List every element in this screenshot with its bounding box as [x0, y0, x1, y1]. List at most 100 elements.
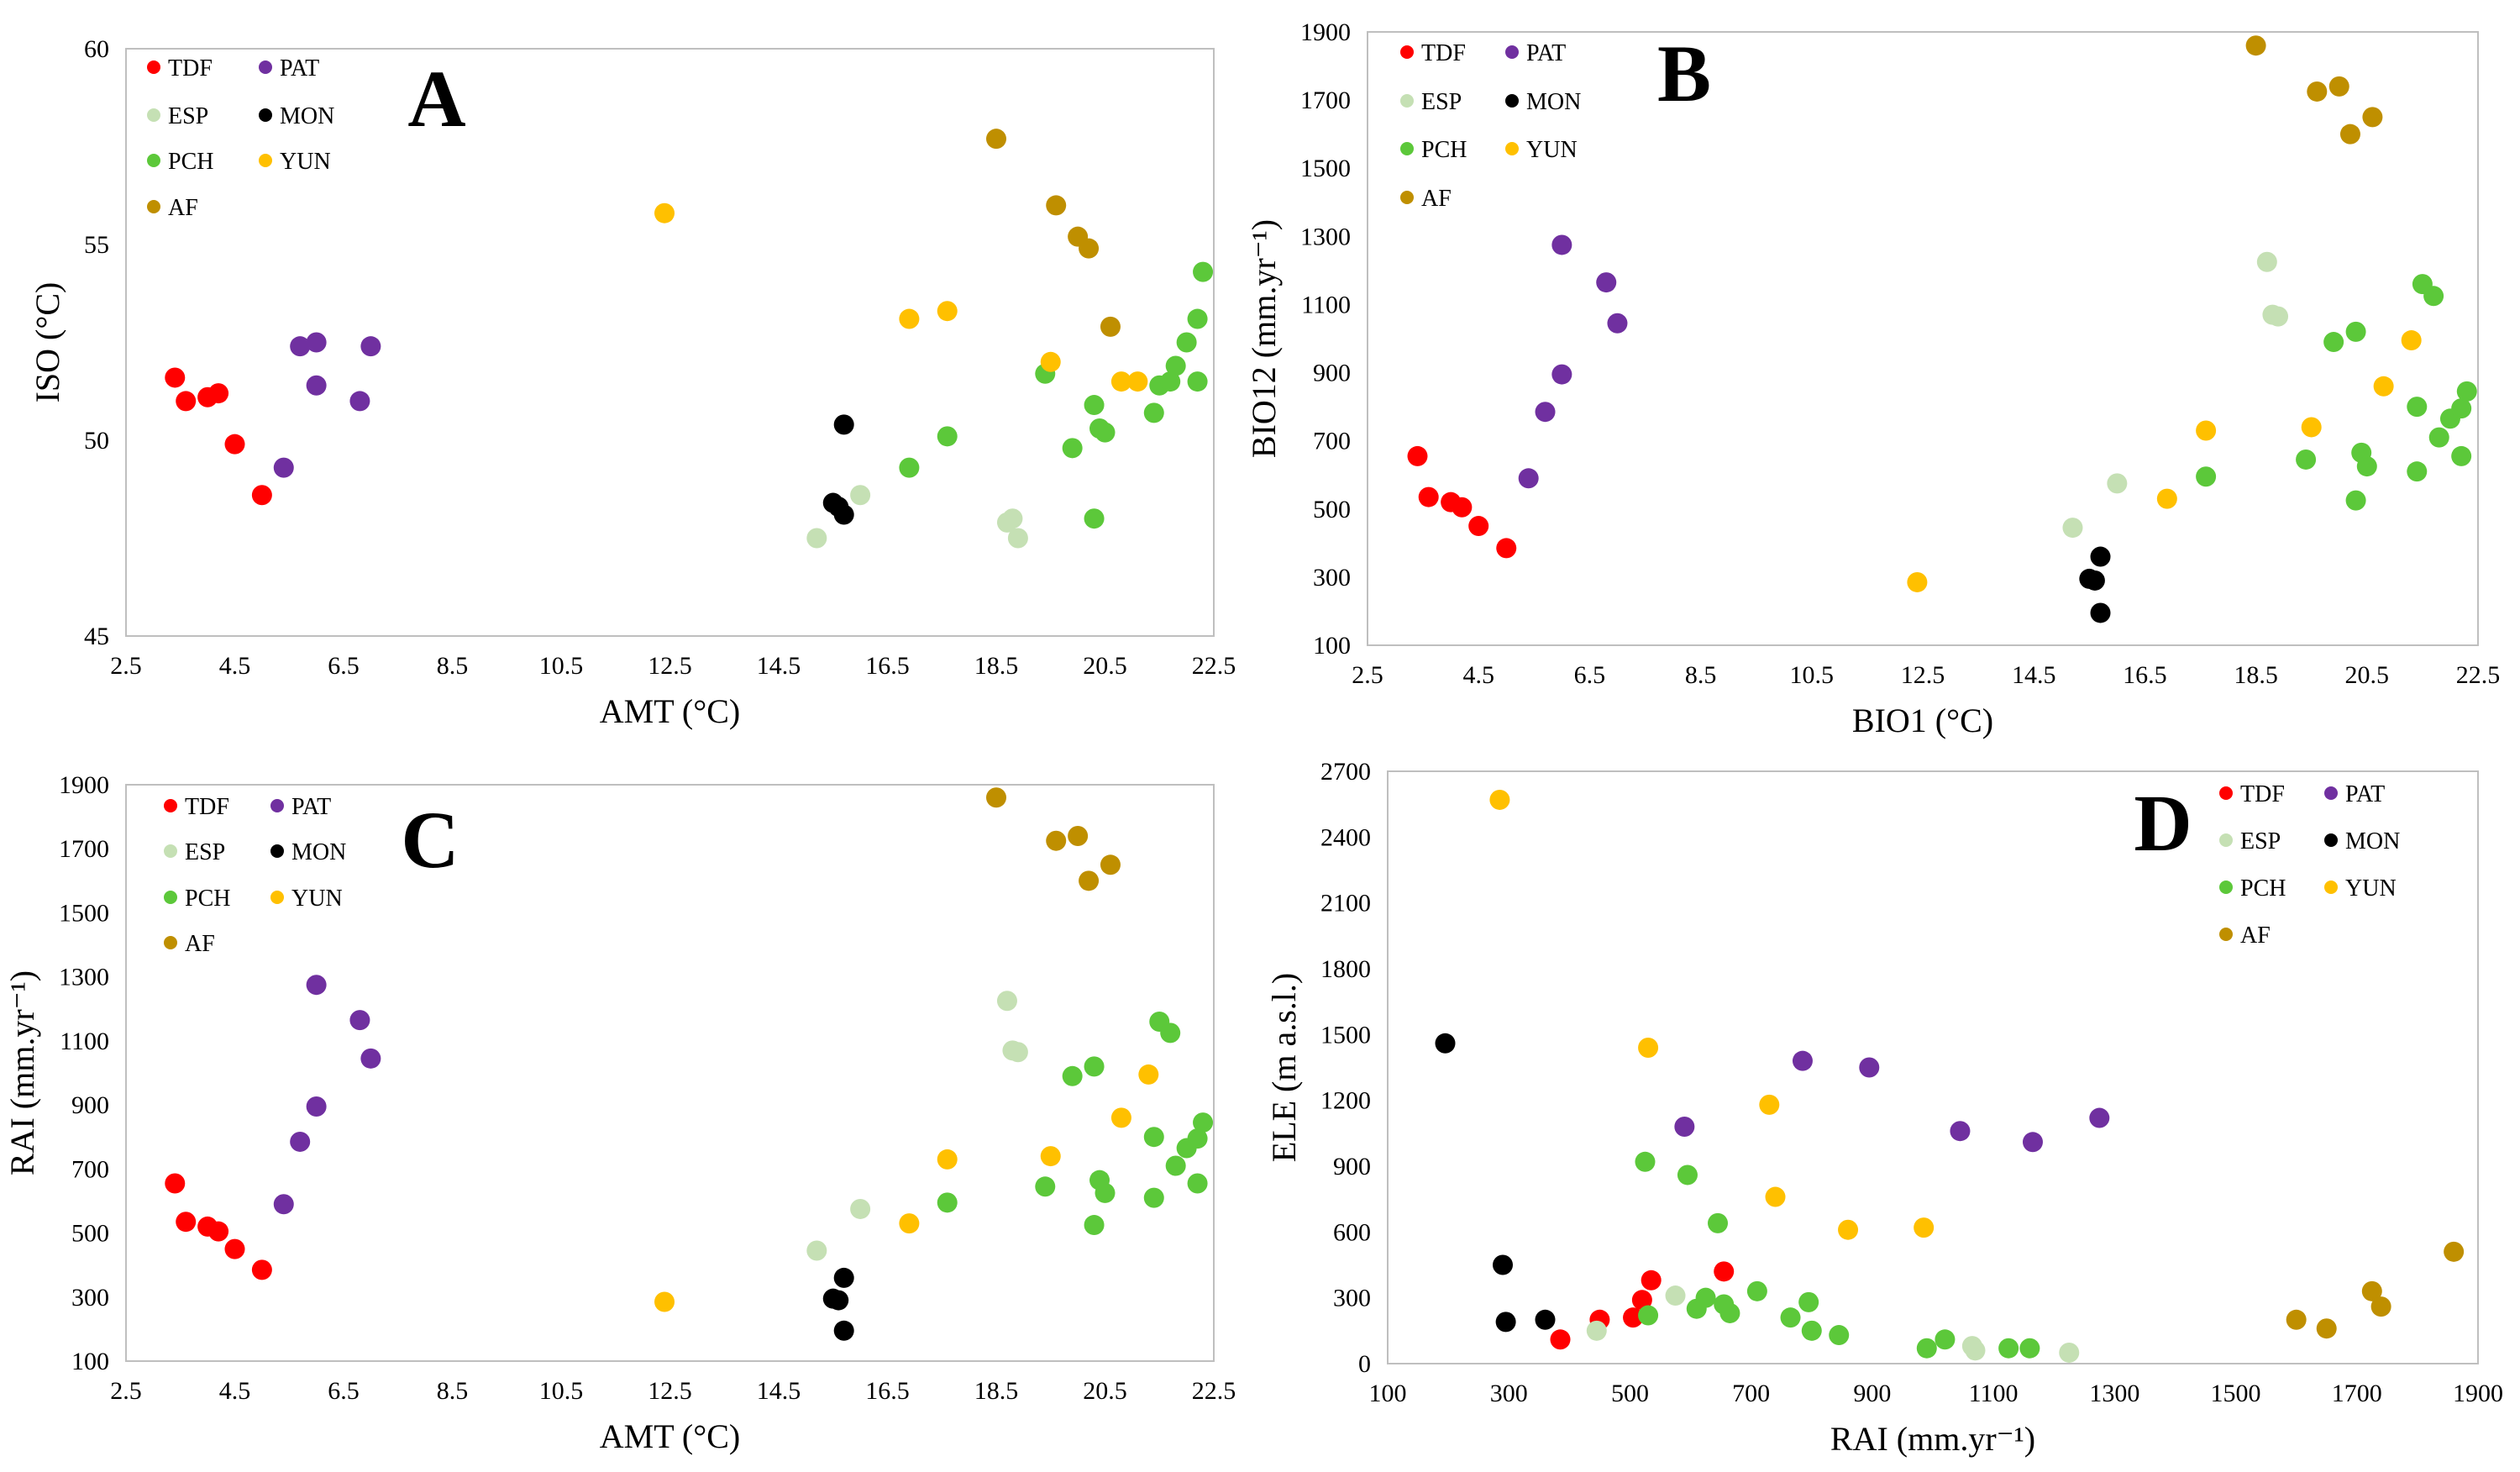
data-point-yun	[654, 202, 675, 223]
legend-label-pat: PAT	[2345, 781, 2385, 807]
data-point-pch	[1998, 1338, 2019, 1359]
data-point-pch	[1708, 1212, 1729, 1233]
data-point-tdf	[1496, 538, 1517, 559]
data-point-pch	[1084, 1215, 1105, 1236]
data-point-pat	[306, 375, 327, 396]
data-point-pat	[306, 332, 327, 353]
data-point-af	[1046, 195, 1067, 216]
y-tick-label: 900	[1333, 1153, 1371, 1180]
x-tick-label: 1900	[2453, 1380, 2503, 1407]
legend-marker-af	[1400, 191, 1414, 204]
x-tick-label: 16.5	[2123, 661, 2167, 689]
data-point-mon	[1535, 1309, 1556, 1330]
y-tick-label: 1500	[1300, 155, 1351, 182]
x-tick-label: 8.5	[437, 652, 469, 680]
x-tick-label: 20.5	[1083, 652, 1127, 680]
data-point-esp	[2059, 1342, 2080, 1363]
data-point-yun	[899, 1213, 920, 1234]
data-point-pch	[1677, 1164, 1698, 1185]
legend-marker-tdf	[147, 60, 160, 74]
x-axis-label: RAI (mm.yr⁻¹)	[1830, 1420, 2035, 1458]
y-tick-label: 1700	[1300, 87, 1351, 114]
legend-label-pat: PAT	[1526, 40, 1566, 66]
x-tick-label: 300	[1490, 1380, 1528, 1407]
y-tick-label: 1300	[59, 964, 109, 991]
legend-marker-pat	[259, 60, 272, 74]
y-tick-label: 60	[84, 35, 109, 63]
x-tick-label: 8.5	[1685, 661, 1717, 689]
data-point-pch	[1062, 438, 1083, 459]
data-point-esp	[806, 528, 827, 549]
data-point-pat	[1518, 468, 1539, 489]
data-point-af	[2286, 1309, 2307, 1330]
legend-marker-esp	[2219, 833, 2233, 847]
data-point-mon	[2090, 546, 2111, 567]
y-tick-label: 300	[71, 1284, 109, 1312]
data-point-af	[2316, 1318, 2337, 1339]
data-point-pch	[1187, 371, 1208, 392]
legend-marker-tdf	[164, 799, 177, 812]
data-point-pch	[2196, 466, 2217, 487]
data-point-pch	[2456, 381, 2477, 402]
y-tick-label: 1700	[59, 835, 109, 863]
data-point-pat	[1551, 234, 1572, 255]
panel-letter: A	[407, 54, 465, 144]
data-point-yun	[1110, 371, 1131, 392]
data-point-af	[2328, 76, 2349, 97]
x-tick-label: 22.5	[1192, 1377, 1236, 1405]
data-point-tdf	[1407, 445, 1428, 466]
x-tick-label: 4.5	[219, 1377, 251, 1405]
data-point-pch	[2451, 445, 2472, 466]
legend-marker-pat	[1505, 45, 1519, 59]
y-tick-label: 600	[1333, 1218, 1371, 1246]
data-point-pch	[1193, 1112, 1214, 1133]
data-point-esp	[2256, 251, 2277, 272]
y-tick-label: 900	[1313, 360, 1351, 387]
data-point-esp	[806, 1240, 827, 1261]
data-point-pch	[1143, 402, 1164, 423]
legend-marker-pch	[1400, 142, 1414, 155]
data-point-yun	[2196, 420, 2217, 441]
y-axis-label: ELE (m a.s.l.)	[1265, 973, 1303, 1163]
data-point-mon	[833, 504, 854, 525]
data-point-esp	[850, 485, 871, 506]
legend-label-af: AF	[2240, 923, 2271, 949]
x-tick-label: 100	[1369, 1380, 1407, 1407]
x-tick-label: 1300	[2089, 1380, 2139, 1407]
data-point-pch	[1638, 1305, 1659, 1326]
x-tick-label: 14.5	[2012, 661, 2056, 689]
data-point-pch	[2345, 490, 2366, 511]
panel-letter: D	[2134, 778, 2192, 868]
panel-letter: B	[1657, 29, 1711, 118]
y-tick-label: 1100	[1301, 291, 1351, 318]
data-point-pch	[1193, 261, 1214, 282]
data-point-yun	[1110, 1107, 1131, 1128]
legend-label-yun: YUN	[280, 149, 331, 175]
data-point-pch	[1635, 1151, 1656, 1172]
x-tick-label: 12.5	[648, 1377, 692, 1405]
data-point-pat	[1535, 402, 1556, 423]
data-point-pch	[1746, 1280, 1767, 1301]
data-point-pch	[2356, 456, 2377, 477]
legend-marker-pch	[147, 154, 160, 167]
data-point-af	[2361, 1280, 2382, 1301]
legend-marker-esp	[164, 844, 177, 858]
data-point-pch	[1916, 1338, 1937, 1359]
data-point-tdf	[251, 1259, 272, 1280]
data-point-pch	[2407, 461, 2428, 482]
legend-label-yun: YUN	[1526, 137, 1578, 163]
y-tick-label: 1900	[59, 771, 109, 799]
y-tick-label: 900	[71, 1091, 109, 1119]
data-point-esp	[1665, 1285, 1686, 1306]
x-axis-label: BIO1 (°C)	[1852, 702, 1993, 739]
x-tick-label: 700	[1732, 1380, 1770, 1407]
legend-marker-af	[147, 200, 160, 213]
data-point-yun	[2401, 330, 2422, 351]
data-point-af	[986, 787, 1006, 808]
legend-label-yun: YUN	[291, 886, 343, 912]
data-point-pat	[2022, 1132, 2043, 1153]
x-axis-label: AMT (°C)	[600, 1417, 740, 1455]
data-point-pch	[937, 1192, 958, 1213]
y-tick-label: 300	[1313, 564, 1351, 591]
